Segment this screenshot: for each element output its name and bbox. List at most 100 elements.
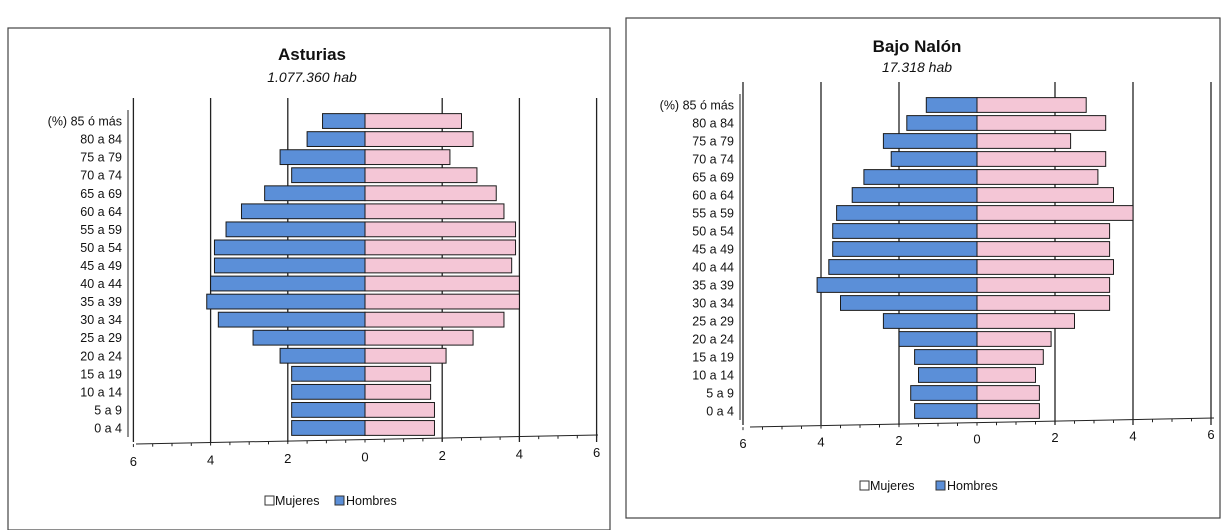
category-label: 60 a 64 <box>80 205 122 219</box>
tick-label: 6 <box>130 454 137 469</box>
value-axis-line <box>135 434 599 445</box>
bar-mujeres <box>364 203 505 220</box>
legend-label-hombres: Hombres <box>346 494 397 508</box>
bar-hombres <box>225 221 366 238</box>
bar-hombres <box>910 385 978 401</box>
category-label: 60 a 64 <box>692 189 734 203</box>
bar-hombres <box>890 151 978 167</box>
bar-hombres <box>832 241 978 257</box>
chart-title: Bajo Nalón <box>873 37 962 56</box>
bar-hombres <box>832 223 978 239</box>
category-label: (%) 85 ó más <box>48 115 122 129</box>
bar-mujeres <box>976 313 1075 329</box>
category-label: 40 a 44 <box>80 277 122 291</box>
category-label: 0 a 4 <box>706 405 734 419</box>
bar-hombres <box>882 313 978 329</box>
bar-mujeres <box>976 349 1044 365</box>
bar-mujeres <box>364 239 517 256</box>
bar-mujeres <box>364 365 432 382</box>
tick-label: 4 <box>817 435 824 450</box>
bar-hombres <box>840 295 978 311</box>
bar-hombres <box>291 402 366 418</box>
tick-label: 6 <box>593 445 600 460</box>
category-label: 10 a 14 <box>692 369 734 383</box>
bar-mujeres <box>976 295 1111 311</box>
bar-hombres <box>291 420 366 436</box>
bar-mujeres <box>976 277 1111 293</box>
bar-mujeres <box>976 223 1111 239</box>
bar-hombres <box>863 169 978 185</box>
tick-label: 6 <box>1207 427 1214 442</box>
category-label: 25 a 29 <box>692 315 734 329</box>
category-label: 80 a 84 <box>80 133 122 147</box>
bar-mujeres <box>364 185 497 202</box>
bar-mujeres <box>364 402 435 418</box>
bar-mujeres <box>976 205 1134 221</box>
chart-subtitle: 1.077.360 hab <box>267 69 357 85</box>
bar-hombres <box>914 349 978 365</box>
value-axis-line <box>749 417 1215 428</box>
legend-label-mujeres: Mujeres <box>275 494 319 508</box>
category-label: 35 a 39 <box>692 279 734 293</box>
category-label: 5 a 9 <box>94 403 122 417</box>
category-label: 30 a 34 <box>80 313 122 327</box>
category-label: 65 a 69 <box>80 187 122 201</box>
chart-title: Asturias <box>278 45 346 64</box>
bar-hombres <box>213 257 366 274</box>
category-label: 75 a 79 <box>80 151 122 165</box>
category-label: 25 a 29 <box>80 331 122 345</box>
legend: Mujeres Hombres <box>264 494 397 508</box>
tick-label: 0 <box>361 450 368 465</box>
category-label: 30 a 34 <box>692 297 734 311</box>
bar-mujeres <box>976 97 1087 113</box>
bar-mujeres <box>976 403 1040 419</box>
bar-mujeres <box>364 149 451 166</box>
chart-bajo-nalon: Bajo Nalón 17.318 hab 0 a 4 5 a 9 10 a 14 1… <box>660 37 1215 493</box>
bar-hombres <box>291 365 366 382</box>
category-label: 45 a 49 <box>692 243 734 257</box>
bar-mujeres <box>976 367 1036 383</box>
bar-mujeres <box>364 275 520 292</box>
tick-label: 2 <box>1051 430 1058 445</box>
bar-mujeres <box>976 259 1114 275</box>
category-label: 20 a 24 <box>80 349 122 363</box>
tick-label: 6 <box>739 436 746 451</box>
bar-mujeres <box>976 385 1040 401</box>
category-label: 50 a 54 <box>692 225 734 239</box>
tick-label: 2 <box>895 433 902 448</box>
category-label: 20 a 24 <box>692 333 734 347</box>
bar-hombres <box>210 275 366 292</box>
legend-swatch-mujeres <box>264 495 275 506</box>
bar-hombres <box>240 203 366 220</box>
bar-mujeres <box>364 221 517 238</box>
bar-hombres <box>828 259 978 275</box>
legend-swatch-hombres <box>935 480 946 491</box>
tick-label: 0 <box>973 432 980 447</box>
bar-mujeres <box>364 311 505 328</box>
bar-hombres <box>252 329 366 346</box>
bar-mujeres <box>976 187 1114 203</box>
bar-hombres <box>914 403 978 419</box>
bar-mujeres <box>976 151 1107 167</box>
legend-swatch-hombres <box>334 495 345 506</box>
bar-mujeres <box>364 131 474 147</box>
bar-hombres <box>906 115 978 131</box>
category-label: (%) 85 ó más <box>660 99 734 113</box>
bar-mujeres <box>364 420 435 436</box>
bar-mujeres <box>364 113 462 129</box>
bar-hombres <box>279 149 366 166</box>
bar-hombres <box>851 187 978 203</box>
bar-mujeres <box>976 133 1072 149</box>
bar-hombres <box>264 185 366 202</box>
bar-mujeres <box>976 241 1111 257</box>
bar-hombres <box>898 331 978 347</box>
bar-hombres <box>291 383 366 400</box>
bar-mujeres <box>364 293 520 310</box>
bar-mujeres <box>364 257 513 274</box>
bar-hombres <box>306 131 366 147</box>
tick-label: 4 <box>516 447 523 462</box>
tick-label: 4 <box>207 453 214 468</box>
bar-mujeres <box>364 329 474 346</box>
bar-mujeres <box>976 331 1052 347</box>
